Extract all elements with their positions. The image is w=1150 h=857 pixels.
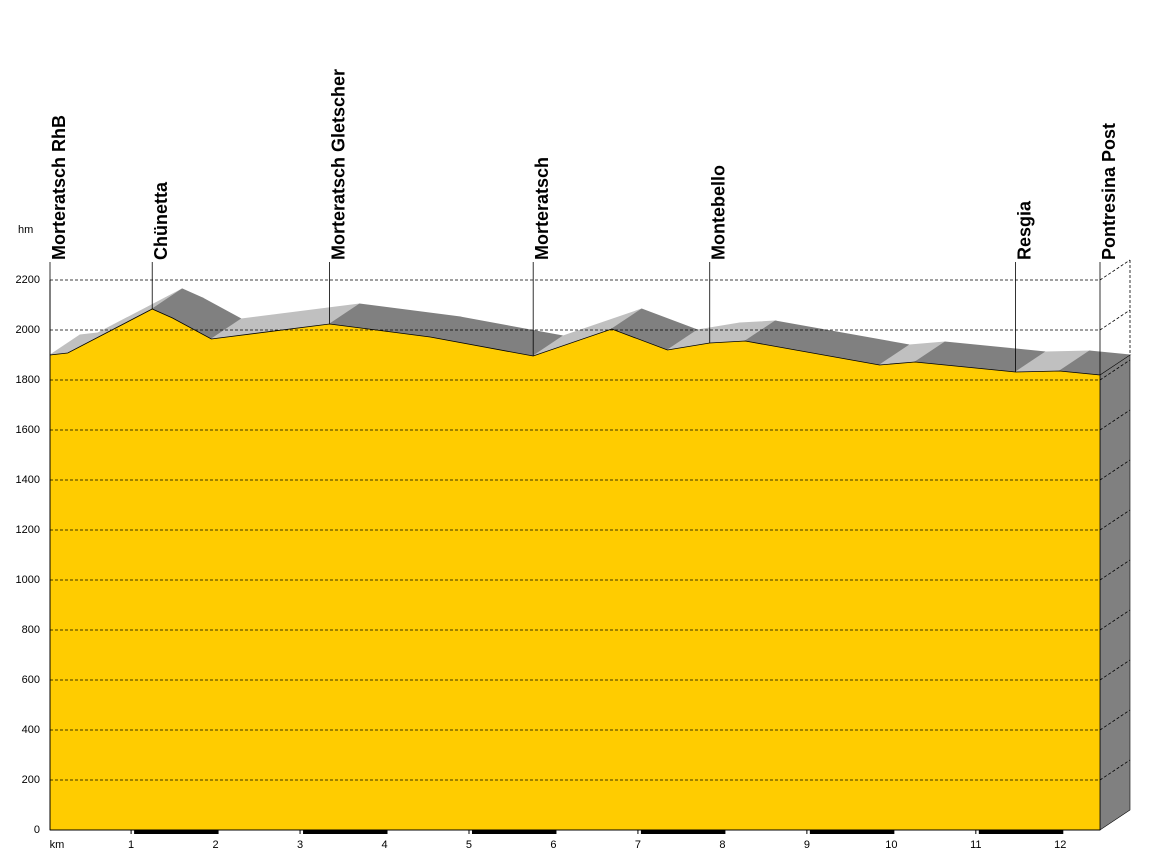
x-axis-label: km: [50, 839, 65, 851]
station-label: Montebello: [708, 165, 728, 260]
x-tick-label: 12: [1054, 839, 1066, 851]
y-tick-label: 1600: [16, 424, 40, 436]
grid-line-side: [1099, 609, 1131, 631]
y-tick-label: 1200: [16, 524, 40, 536]
y-tick-label: 400: [22, 724, 40, 736]
x-tick-label: 5: [466, 839, 472, 851]
y-tick-label: 2200: [16, 274, 40, 286]
grid-line-side: [1099, 359, 1131, 381]
y-tick-label: 1800: [16, 374, 40, 386]
grid-line-side: [1099, 409, 1131, 431]
station-label: Morteratsch: [532, 157, 552, 260]
km-bar: [134, 830, 219, 834]
y-tick-label: 800: [22, 624, 40, 636]
x-tick-label: 2: [213, 839, 219, 851]
grid-line-side: [1099, 659, 1131, 681]
x-tick-label: 6: [550, 839, 556, 851]
profile-area: [49, 308, 1101, 831]
y-tick-label: 2000: [16, 324, 40, 336]
km-bar: [303, 830, 388, 834]
km-bar: [471, 830, 557, 834]
y-axis-label: hm: [18, 224, 33, 236]
grid-line-side: [1099, 559, 1131, 581]
grid-line-side: [1099, 509, 1131, 531]
x-tick-label: 3: [297, 839, 303, 851]
grid-line-side: [1099, 259, 1131, 281]
x-tick-label: 1: [128, 839, 134, 851]
side-face: [1099, 354, 1131, 831]
x-tick-label: 9: [804, 839, 810, 851]
y-tick-label: 1400: [16, 474, 40, 486]
grid-line-side: [1099, 759, 1131, 781]
grid-line-side: [1099, 309, 1131, 331]
km-bar: [809, 830, 895, 834]
x-tick-label: 8: [719, 839, 725, 851]
x-tick-label: 7: [635, 839, 641, 851]
station-label: Pontresina Post: [1099, 123, 1119, 260]
y-tick-label: 600: [22, 674, 40, 686]
grid-line-side: [1099, 709, 1131, 731]
grid-line-side: [1099, 459, 1131, 481]
y-tick-label: 0: [34, 824, 40, 836]
station-label: Chünetta: [151, 181, 171, 260]
km-bar: [640, 830, 726, 834]
km-bar: [978, 830, 1064, 834]
x-tick-label: 10: [885, 839, 897, 851]
y-tick-label: 1000: [16, 574, 40, 586]
station-label: Morteratsch RhB: [49, 115, 69, 260]
station-label: Resgia: [1014, 200, 1034, 260]
station-label: Morteratsch Gletscher: [328, 69, 348, 260]
x-tick-label: 11: [970, 839, 981, 851]
y-tick-label: 200: [22, 774, 40, 786]
x-tick-label: 4: [381, 839, 387, 851]
